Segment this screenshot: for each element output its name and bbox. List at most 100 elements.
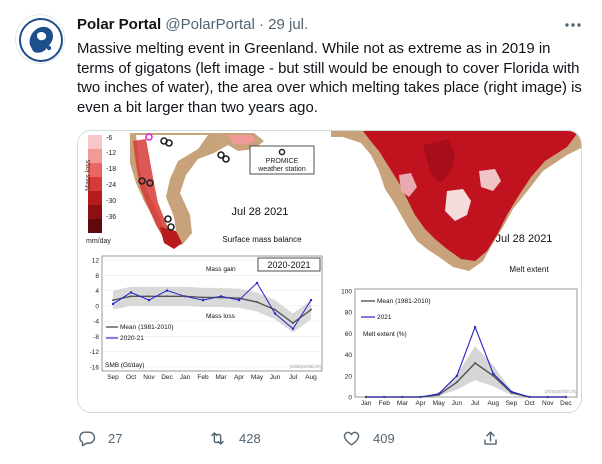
smb-point-mean bbox=[112, 299, 114, 302]
melt-x-tick-label: May bbox=[433, 400, 446, 407]
smb-x-tick-label: Sep bbox=[107, 374, 119, 381]
melt-point-mean bbox=[474, 362, 477, 365]
smb-point-mean bbox=[148, 295, 150, 298]
smb-x-tick-label: Jun bbox=[270, 374, 281, 381]
media-separator bbox=[328, 131, 331, 412]
melt-x-tick-label: Jun bbox=[452, 400, 463, 407]
melt-y-tick-label: 100 bbox=[341, 289, 352, 296]
smb-legend-tick: -24 bbox=[106, 182, 116, 189]
melt-y-ticks: 100 80 60 40 20 0 bbox=[341, 289, 352, 402]
melt-x-tick-label: Mar bbox=[397, 400, 409, 407]
smb-point-mean bbox=[166, 295, 168, 298]
melt-y-tick-label: 40 bbox=[345, 352, 353, 359]
melt-point-2021 bbox=[473, 325, 477, 329]
smb-legend-tick: -12 bbox=[106, 150, 116, 157]
smb-legend-colorbar bbox=[88, 135, 102, 233]
melt-point-mean bbox=[546, 396, 549, 398]
tweet-media[interactable]: Mass loss -6 -12 -18 -24 -30 -36 mm/day bbox=[77, 130, 582, 413]
melt-y-tick-label: 0 bbox=[348, 395, 352, 402]
author-handle[interactable]: @PolarPortal bbox=[165, 16, 255, 33]
share-icon bbox=[484, 430, 497, 445]
smb-y-tick-label: -8 bbox=[93, 334, 99, 341]
melt-legend-current: 2021 bbox=[377, 314, 392, 321]
smb-point-mean bbox=[274, 308, 276, 311]
retweet-count: 428 bbox=[239, 430, 261, 446]
melt-point-mean bbox=[455, 381, 458, 384]
smb-x-tick-label: Aug bbox=[305, 374, 317, 381]
melt-watermark: polarportal.org bbox=[545, 389, 577, 395]
melt-chart: 100 80 60 40 20 0 Jan Feb Mar Apr May Jun Jul Aug Sep… bbox=[341, 289, 577, 408]
smb-y-ticks: 12 8 4 0 -4 -8 -12 -16 bbox=[90, 258, 100, 372]
smb-y-tick-label: -16 bbox=[90, 365, 100, 372]
smb-mean-range-band bbox=[113, 286, 311, 333]
melt-point-mean bbox=[419, 396, 422, 398]
smb-point-mean bbox=[310, 308, 312, 311]
smb-point-mean bbox=[130, 295, 132, 298]
smb-y-tick-label: 0 bbox=[95, 303, 99, 310]
smb-point-2021 bbox=[201, 298, 205, 302]
melt-x-ticks: Jan Feb Mar Apr May Jun Jul Aug Sep Oct Nov Dec bbox=[361, 400, 573, 407]
melt-map-date: Jul 28 2021 bbox=[496, 233, 553, 245]
smb-y-tick-label: 4 bbox=[95, 288, 99, 295]
smb-x-tick-label: Dec bbox=[161, 374, 173, 381]
reply-count: 27 bbox=[108, 430, 123, 446]
retweet-icon bbox=[211, 431, 224, 445]
tweet-date[interactable]: 29 jul. bbox=[268, 16, 309, 33]
smb-point-mean bbox=[256, 301, 258, 304]
smb-series-title: 2020-2021 bbox=[267, 260, 310, 270]
melt-point-mean bbox=[492, 374, 495, 377]
station-legend: PROMICE weather station bbox=[249, 145, 315, 175]
melt-x-tick-label: Apr bbox=[416, 400, 427, 407]
smb-point-2021 bbox=[273, 312, 277, 315]
polar-portal-logo bbox=[17, 16, 64, 63]
smb-ylabel: SMB (Gt/day) bbox=[105, 362, 144, 369]
smb-x-tick-label: Nov bbox=[143, 374, 155, 381]
smb-point-mean bbox=[220, 296, 222, 299]
melt-y-tick-label: 80 bbox=[345, 310, 353, 317]
smb-point-2021 bbox=[255, 281, 259, 285]
smb-point-2021 bbox=[309, 298, 313, 302]
smb-x-tick-label: Jul bbox=[289, 374, 298, 381]
station-legend-line1: PROMICE bbox=[266, 158, 299, 165]
melt-map-caption: Melt extent bbox=[509, 265, 549, 274]
melt-point-2021 bbox=[455, 374, 459, 377]
smb-legend-mean: Mean (1981-2010) bbox=[120, 324, 173, 331]
smb-x-tick-label: Apr bbox=[234, 374, 245, 381]
melt-x-tick-label: Aug bbox=[487, 400, 499, 407]
smb-legend-tick: -36 bbox=[106, 214, 116, 221]
melt-point-mean bbox=[383, 396, 386, 398]
smb-annotation-gain: Mass gain bbox=[206, 266, 236, 273]
smb-watermark: polarportal.org bbox=[290, 364, 322, 370]
station-legend-line2: weather station bbox=[257, 166, 306, 173]
author-name[interactable]: Polar Portal bbox=[77, 16, 162, 33]
smb-point-mean bbox=[238, 297, 240, 300]
smb-legend-tick: -30 bbox=[106, 198, 116, 205]
smb-y-tick-label: -12 bbox=[90, 349, 100, 356]
retweet-button[interactable]: 428 bbox=[208, 426, 261, 450]
melt-x-tick-label: Nov bbox=[542, 400, 554, 407]
melt-point-mean bbox=[365, 396, 368, 398]
more-dots-icon[interactable] bbox=[562, 14, 584, 36]
smb-legend-title: Mass loss bbox=[85, 159, 92, 191]
smb-point-2021 bbox=[291, 327, 295, 330]
smb-x-tick-label: Feb bbox=[197, 374, 209, 381]
reply-button[interactable]: 27 bbox=[77, 426, 122, 450]
melt-y-tick-label: 60 bbox=[345, 331, 353, 338]
melt-point-mean bbox=[528, 396, 531, 398]
like-button[interactable]: 409 bbox=[342, 426, 395, 450]
smb-point-2021 bbox=[237, 298, 241, 302]
smb-x-ticks: Sep Oct Nov Dec Jan Feb Mar Apr May Jun Jul Aug bbox=[107, 374, 317, 381]
share-button[interactable] bbox=[481, 426, 512, 450]
smb-legend-unit: mm/day bbox=[86, 238, 111, 245]
melt-ylabel: Melt extent (%) bbox=[363, 331, 407, 338]
avatar[interactable] bbox=[15, 14, 65, 64]
smb-series-2020-21 bbox=[112, 282, 312, 330]
tweet-text: Massive melting event in Greenland. Whil… bbox=[77, 41, 582, 116]
smb-x-tick-label: Jan bbox=[180, 374, 191, 381]
melt-x-tick-label: Oct bbox=[525, 400, 535, 407]
heart-icon bbox=[343, 431, 360, 446]
media-image-melt-extent[interactable]: Jul 28 2021 Melt extent 100 80 60 40 20 0 Jan… bbox=[331, 131, 581, 412]
smb-x-tick-label: May bbox=[251, 374, 264, 381]
media-image-smb[interactable]: Mass loss -6 -12 -18 -24 -30 -36 mm/day bbox=[78, 131, 328, 412]
